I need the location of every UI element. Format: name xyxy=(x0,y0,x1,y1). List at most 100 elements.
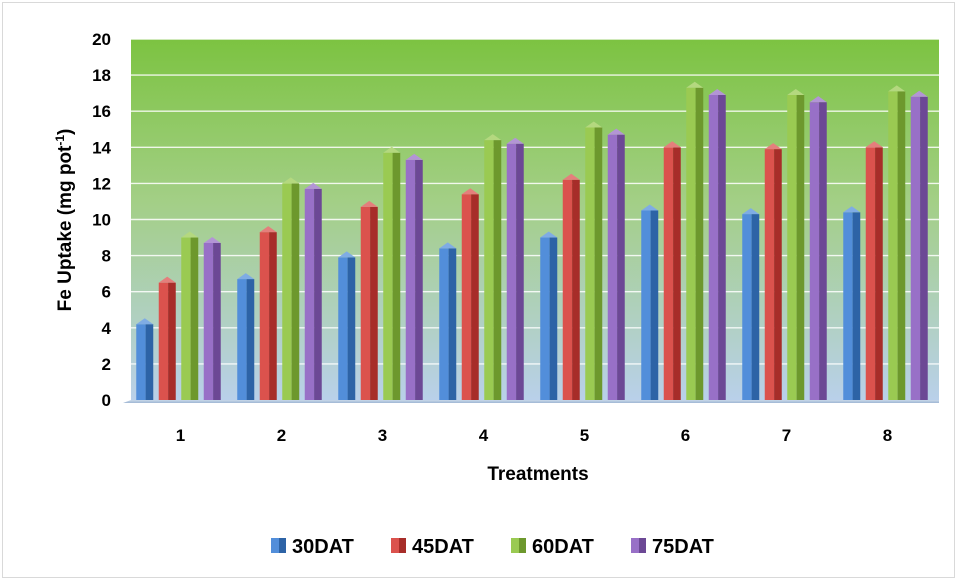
bar-45DAT-2 xyxy=(259,226,277,400)
bar-face-left xyxy=(439,248,449,400)
bar-face-right xyxy=(415,159,423,400)
bar-face-left xyxy=(360,206,371,400)
bar-face-right xyxy=(852,212,861,400)
bar-top xyxy=(562,173,580,180)
bar-30DAT-8 xyxy=(843,206,861,400)
bar-face-left xyxy=(562,179,573,400)
bar-face-left xyxy=(809,102,820,401)
legend-item-45DAT: 45DAT xyxy=(391,536,474,558)
legend-item-30DAT: 30DAT xyxy=(271,536,354,558)
bar-top xyxy=(282,177,300,184)
bar-60DAT-5 xyxy=(585,121,603,400)
bar-top xyxy=(439,242,457,249)
legend: 30DAT 45DAT 60DAT 75DAT xyxy=(271,536,714,558)
bar-75DAT-3 xyxy=(405,153,423,400)
bar-top xyxy=(809,96,827,103)
bar-face-right xyxy=(718,94,726,400)
bar-75DAT-1 xyxy=(203,236,221,400)
bar-face-left xyxy=(764,149,775,400)
legend-swatch xyxy=(271,538,279,553)
bar-face-right xyxy=(392,152,401,400)
bar-face-right xyxy=(673,147,681,400)
bar-top xyxy=(787,88,805,95)
bar-face-right xyxy=(448,248,457,400)
bar-45DAT-5 xyxy=(562,173,580,400)
bar-60DAT-4 xyxy=(484,134,502,400)
bars xyxy=(136,81,928,401)
bar-face-right xyxy=(774,149,782,400)
bar-top xyxy=(506,137,524,144)
bar-face-left xyxy=(843,212,853,400)
bar-face-left xyxy=(203,242,214,400)
bar-face-right xyxy=(920,96,928,400)
bar-top xyxy=(383,146,401,153)
x-axis-ticks: 1 2 3 4 5 6 7 8 xyxy=(176,426,892,445)
legend-swatch-shade xyxy=(639,538,646,553)
bar-75DAT-6 xyxy=(708,88,726,400)
bar-75DAT-7 xyxy=(809,96,827,401)
bar-30DAT-2 xyxy=(237,273,255,400)
y-axis-title-superscript: -1 xyxy=(53,135,67,146)
bar-top xyxy=(742,208,760,215)
bar-face-left xyxy=(237,279,247,400)
bar-face-left xyxy=(865,147,876,400)
bar-45DAT-6 xyxy=(663,141,681,400)
y-tick-label: 18 xyxy=(92,66,111,85)
bar-30DAT-6 xyxy=(641,204,659,400)
bar-75DAT-5 xyxy=(607,128,625,401)
x-tick-label: 7 xyxy=(782,426,791,445)
bar-top xyxy=(686,81,704,88)
y-tick-label: 12 xyxy=(92,174,111,193)
x-tick-label: 1 xyxy=(176,426,185,445)
bar-top xyxy=(237,273,255,280)
bar-face-left xyxy=(282,183,292,400)
bar-face-right xyxy=(291,183,300,400)
bar-45DAT-4 xyxy=(461,188,479,400)
bar-face-left xyxy=(461,194,472,400)
bar-face-right xyxy=(314,188,322,400)
bar-60DAT-7 xyxy=(787,88,805,400)
bar-face-left xyxy=(338,257,348,400)
bar-face-left xyxy=(506,143,517,400)
bar-top xyxy=(865,141,883,148)
bar-60DAT-6 xyxy=(686,81,704,401)
bar-face-left xyxy=(383,152,393,400)
legend-label: 75DAT xyxy=(652,536,714,558)
bar-top xyxy=(607,128,625,135)
bar-face-right xyxy=(695,87,704,401)
bar-45DAT-3 xyxy=(360,200,378,400)
bar-30DAT-3 xyxy=(338,251,356,400)
x-tick-label: 3 xyxy=(378,426,387,445)
bar-face-left xyxy=(607,134,618,401)
bar-face-right xyxy=(246,279,255,400)
bar-face-left xyxy=(708,94,719,400)
bar-face-right xyxy=(269,232,277,400)
bar-face-right xyxy=(875,147,883,400)
bar-top xyxy=(360,200,378,207)
bar-face-right xyxy=(819,102,827,401)
bar-face-right xyxy=(370,206,378,400)
y-tick-label: 4 xyxy=(102,319,112,338)
bar-top xyxy=(585,121,603,128)
bar-face-left xyxy=(259,232,270,400)
bar-top xyxy=(461,188,479,195)
bar-face-right xyxy=(650,210,659,400)
legend-item-75DAT: 75DAT xyxy=(631,536,714,558)
legend-label: 45DAT xyxy=(412,536,474,558)
y-tick-label: 6 xyxy=(102,283,111,302)
legend-swatch xyxy=(391,538,399,553)
bar-face-right xyxy=(516,143,524,400)
x-tick-label: 2 xyxy=(277,426,286,445)
bar-face-right xyxy=(493,140,502,400)
y-tick-label: 2 xyxy=(102,355,111,374)
bar-face-left xyxy=(686,87,696,401)
bar-top xyxy=(843,206,861,213)
bar-face-right xyxy=(213,242,221,400)
bar-top xyxy=(888,85,906,92)
legend-swatch-shade xyxy=(519,538,526,553)
bar-face-right xyxy=(897,91,906,400)
bar-top xyxy=(540,231,558,238)
bar-face-left xyxy=(181,237,191,400)
